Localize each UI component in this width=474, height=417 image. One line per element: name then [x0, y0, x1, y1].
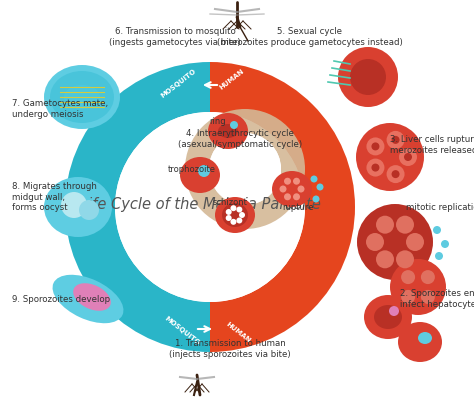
Ellipse shape — [404, 153, 412, 161]
Ellipse shape — [433, 226, 441, 234]
Ellipse shape — [392, 136, 400, 144]
Ellipse shape — [284, 178, 291, 185]
Ellipse shape — [338, 47, 398, 107]
Text: 9. Sporozoites develop: 9. Sporozoites develop — [12, 294, 110, 304]
Ellipse shape — [396, 216, 414, 234]
Ellipse shape — [222, 203, 248, 227]
Ellipse shape — [421, 270, 435, 284]
Ellipse shape — [392, 170, 400, 178]
Ellipse shape — [298, 186, 304, 193]
Ellipse shape — [441, 240, 449, 248]
Text: mitotic replication: mitotic replication — [406, 203, 474, 211]
Ellipse shape — [387, 131, 405, 149]
Ellipse shape — [418, 332, 432, 344]
Ellipse shape — [421, 290, 435, 304]
Ellipse shape — [61, 192, 87, 218]
Ellipse shape — [435, 252, 443, 260]
Ellipse shape — [312, 196, 319, 203]
Ellipse shape — [396, 250, 414, 268]
Ellipse shape — [401, 290, 415, 304]
Ellipse shape — [198, 165, 210, 177]
Ellipse shape — [364, 295, 412, 339]
Ellipse shape — [317, 183, 323, 191]
Text: trophozoite: trophozoite — [168, 164, 216, 173]
Ellipse shape — [44, 65, 120, 129]
Ellipse shape — [293, 193, 300, 200]
Text: rupture: rupture — [282, 203, 314, 211]
Ellipse shape — [53, 275, 123, 323]
Text: 2. Sporozoites enter liver and
infect hepatocytes: 2. Sporozoites enter liver and infect he… — [400, 289, 474, 309]
Ellipse shape — [293, 178, 300, 185]
Circle shape — [209, 133, 281, 205]
Text: MOSQUITO: MOSQUITO — [159, 68, 197, 98]
Ellipse shape — [50, 71, 114, 123]
Text: 5. Sexual cycle
(merozoites produce gametocytes instead): 5. Sexual cycle (merozoites produce game… — [217, 27, 403, 47]
Ellipse shape — [215, 197, 255, 233]
Ellipse shape — [226, 215, 232, 221]
Ellipse shape — [180, 157, 220, 193]
Text: ring: ring — [210, 116, 226, 126]
Text: 1. Transmission to human
(injects sporozoites via bite): 1. Transmission to human (injects sporoz… — [169, 339, 291, 359]
Ellipse shape — [357, 204, 433, 280]
Ellipse shape — [226, 209, 232, 215]
Text: HUMAN: HUMAN — [219, 68, 246, 90]
Text: HUMAN: HUMAN — [225, 322, 252, 344]
Ellipse shape — [230, 205, 237, 211]
Text: Life Cycle of the Malaria Parasite: Life Cycle of the Malaria Parasite — [80, 196, 320, 211]
Ellipse shape — [272, 171, 312, 207]
Ellipse shape — [366, 158, 384, 176]
Ellipse shape — [230, 219, 237, 225]
Ellipse shape — [237, 206, 242, 213]
Circle shape — [115, 112, 305, 302]
Text: 7. Gametocytes mate,
undergo meiosis: 7. Gametocytes mate, undergo meiosis — [12, 99, 108, 119]
Text: 6. Transmission to mosquito
(ingests gametocytes via bite): 6. Transmission to mosquito (ingests gam… — [109, 27, 241, 47]
Ellipse shape — [398, 322, 442, 362]
Text: 3. Liver cells rupture and
merozoites released: 3. Liver cells rupture and merozoites re… — [390, 135, 474, 155]
Ellipse shape — [389, 306, 399, 316]
Ellipse shape — [64, 85, 100, 109]
Ellipse shape — [350, 59, 386, 95]
Ellipse shape — [356, 123, 424, 191]
Text: schizont: schizont — [212, 198, 247, 206]
Wedge shape — [65, 62, 210, 352]
Ellipse shape — [239, 212, 245, 218]
Ellipse shape — [399, 148, 417, 166]
Ellipse shape — [376, 216, 394, 234]
Ellipse shape — [280, 186, 286, 193]
Ellipse shape — [230, 121, 238, 129]
Ellipse shape — [401, 270, 415, 284]
Ellipse shape — [366, 233, 384, 251]
Wedge shape — [210, 62, 355, 352]
Ellipse shape — [372, 143, 380, 151]
Text: MOSQUITO: MOSQUITO — [163, 315, 201, 347]
Ellipse shape — [310, 176, 318, 183]
Ellipse shape — [406, 233, 424, 251]
Ellipse shape — [376, 250, 394, 268]
Ellipse shape — [79, 200, 99, 220]
Text: 8. Migrates through
midgut wall,
forms oocyst: 8. Migrates through midgut wall, forms o… — [12, 182, 97, 212]
Ellipse shape — [366, 138, 384, 156]
Ellipse shape — [284, 193, 291, 200]
Ellipse shape — [372, 163, 380, 171]
Wedge shape — [185, 109, 305, 229]
Ellipse shape — [374, 305, 402, 329]
Ellipse shape — [73, 283, 111, 311]
Ellipse shape — [44, 177, 112, 237]
Ellipse shape — [237, 218, 242, 224]
Ellipse shape — [218, 124, 238, 138]
Ellipse shape — [390, 259, 446, 315]
Ellipse shape — [387, 165, 405, 183]
Ellipse shape — [208, 113, 248, 149]
Text: 4. Intraerythrocytic cycle
(asexual/symptomatic cycle): 4. Intraerythrocytic cycle (asexual/symp… — [178, 129, 302, 149]
